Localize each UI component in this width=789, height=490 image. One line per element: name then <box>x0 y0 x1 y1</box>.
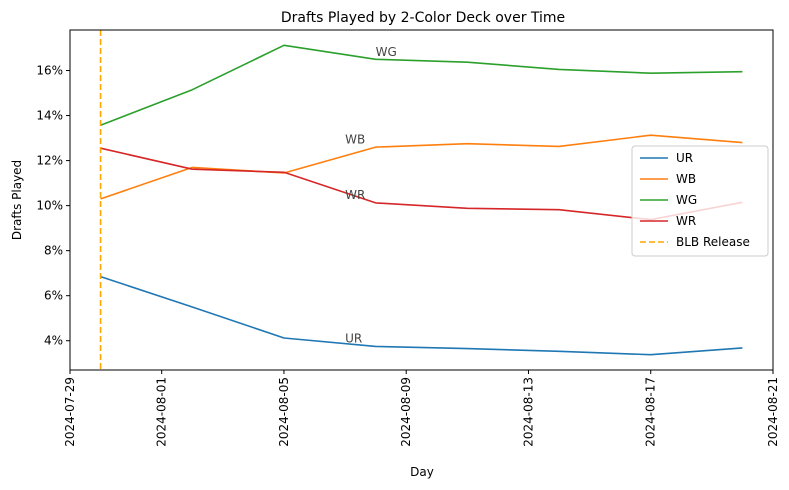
y-tick-label: 8% <box>44 244 63 258</box>
legend-label: WG <box>676 193 697 207</box>
y-tick-label: 16% <box>36 64 63 78</box>
x-axis-label: Day <box>410 465 434 479</box>
x-tick-label: 2024-08-09 <box>399 377 413 447</box>
plot-marks: WG WB WR UR <box>99 30 743 370</box>
series-line-ur <box>100 275 743 356</box>
legend-label: WR <box>676 214 696 228</box>
y-tick-label: 10% <box>36 199 63 213</box>
y-axis: 4% 6% 8% 10% 12% 14% 16% <box>36 64 70 348</box>
x-tick-label: 2024-08-17 <box>644 377 658 447</box>
series-line-wb <box>100 134 743 200</box>
legend-label: BLB Release <box>676 235 750 249</box>
y-axis-label: Drafts Played <box>10 160 24 240</box>
annotation-wg: WG <box>376 45 397 59</box>
plot-frame <box>69 29 774 371</box>
legend-box <box>631 145 769 257</box>
y-tick-label: 12% <box>36 154 63 168</box>
legend: UR WB WG WR BLB Release <box>631 145 769 257</box>
legend-label: WB <box>676 172 696 186</box>
y-tick-label: 14% <box>36 109 63 123</box>
x-tick-label: 2024-07-29 <box>63 377 77 447</box>
chart-title: Drafts Played by 2-Color Deck over Time <box>281 10 565 26</box>
annotation-wb: WB <box>345 133 365 147</box>
x-tick-label: 2024-08-21 <box>766 377 780 447</box>
y-tick-label: 4% <box>44 334 63 348</box>
x-tick-label: 2024-08-05 <box>277 377 291 447</box>
series-line-wg <box>100 44 743 126</box>
legend-label: UR <box>676 151 693 165</box>
annotation-wr: WR <box>345 188 365 202</box>
annotation-ur: UR <box>345 331 362 345</box>
x-tick-label: 2024-08-01 <box>155 377 169 447</box>
y-tick-label: 6% <box>44 289 63 303</box>
x-axis: 2024-07-29 2024-08-01 2024-08-05 2024-08-09… <box>63 370 780 447</box>
x-tick-label: 2024-08-13 <box>521 377 535 447</box>
